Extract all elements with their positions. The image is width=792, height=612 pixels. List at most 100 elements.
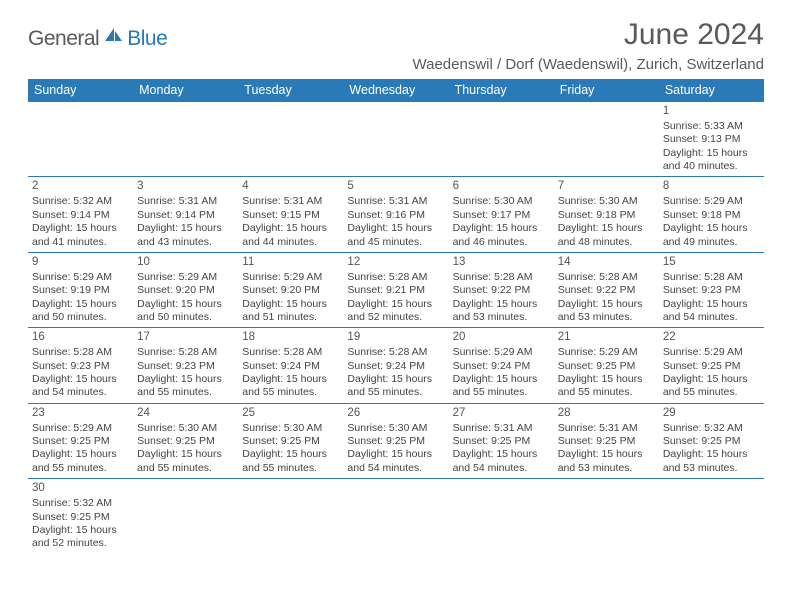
sunset-line: Sunset: 9:24 PM bbox=[453, 360, 550, 373]
calendar-day-cell: 22Sunrise: 5:29 AMSunset: 9:25 PMDayligh… bbox=[659, 328, 764, 403]
calendar-day-cell: 9Sunrise: 5:29 AMSunset: 9:19 PMDaylight… bbox=[28, 252, 133, 327]
day-number: 19 bbox=[347, 330, 444, 345]
calendar-empty-cell bbox=[133, 102, 238, 177]
day-number: 8 bbox=[663, 179, 760, 194]
sunset-line: Sunset: 9:17 PM bbox=[453, 209, 550, 222]
calendar-day-cell: 7Sunrise: 5:30 AMSunset: 9:18 PMDaylight… bbox=[554, 177, 659, 252]
sunrise-line: Sunrise: 5:29 AM bbox=[32, 422, 129, 435]
calendar-day-cell: 23Sunrise: 5:29 AMSunset: 9:25 PMDayligh… bbox=[28, 403, 133, 478]
calendar-day-cell: 14Sunrise: 5:28 AMSunset: 9:22 PMDayligh… bbox=[554, 252, 659, 327]
calendar-day-cell: 10Sunrise: 5:29 AMSunset: 9:20 PMDayligh… bbox=[133, 252, 238, 327]
calendar-day-cell: 16Sunrise: 5:28 AMSunset: 9:23 PMDayligh… bbox=[28, 328, 133, 403]
sunset-line: Sunset: 9:25 PM bbox=[137, 435, 234, 448]
sunrise-line: Sunrise: 5:28 AM bbox=[137, 346, 234, 359]
day-number: 2 bbox=[32, 179, 129, 194]
sunset-line: Sunset: 9:25 PM bbox=[558, 435, 655, 448]
calendar-table: SundayMondayTuesdayWednesdayThursdayFrid… bbox=[28, 79, 764, 554]
daylight-line: Daylight: 15 hours and 48 minutes. bbox=[558, 222, 655, 249]
calendar-empty-cell bbox=[133, 479, 238, 554]
calendar-day-cell: 1Sunrise: 5:33 AMSunset: 9:13 PMDaylight… bbox=[659, 102, 764, 177]
weekday-header: Thursday bbox=[449, 79, 554, 102]
sunrise-line: Sunrise: 5:30 AM bbox=[347, 422, 444, 435]
daylight-line: Daylight: 15 hours and 44 minutes. bbox=[242, 222, 339, 249]
sunrise-line: Sunrise: 5:30 AM bbox=[558, 195, 655, 208]
sunrise-line: Sunrise: 5:30 AM bbox=[242, 422, 339, 435]
sunrise-line: Sunrise: 5:28 AM bbox=[32, 346, 129, 359]
sunrise-line: Sunrise: 5:30 AM bbox=[453, 195, 550, 208]
daylight-line: Daylight: 15 hours and 55 minutes. bbox=[663, 373, 760, 400]
brand-text-blue: Blue bbox=[127, 27, 167, 51]
daylight-line: Daylight: 15 hours and 54 minutes. bbox=[347, 448, 444, 475]
calendar-day-cell: 17Sunrise: 5:28 AMSunset: 9:23 PMDayligh… bbox=[133, 328, 238, 403]
daylight-line: Daylight: 15 hours and 52 minutes. bbox=[347, 298, 444, 325]
calendar-day-cell: 29Sunrise: 5:32 AMSunset: 9:25 PMDayligh… bbox=[659, 403, 764, 478]
sunset-line: Sunset: 9:14 PM bbox=[137, 209, 234, 222]
daylight-line: Daylight: 15 hours and 55 minutes. bbox=[137, 373, 234, 400]
calendar-empty-cell bbox=[449, 102, 554, 177]
sunrise-line: Sunrise: 5:29 AM bbox=[558, 346, 655, 359]
sunset-line: Sunset: 9:25 PM bbox=[347, 435, 444, 448]
daylight-line: Daylight: 15 hours and 53 minutes. bbox=[663, 448, 760, 475]
day-number: 24 bbox=[137, 406, 234, 421]
day-number: 16 bbox=[32, 330, 129, 345]
sunrise-line: Sunrise: 5:30 AM bbox=[137, 422, 234, 435]
calendar-day-cell: 24Sunrise: 5:30 AMSunset: 9:25 PMDayligh… bbox=[133, 403, 238, 478]
brand-text-general: General bbox=[28, 27, 99, 51]
location-subtitle: Waedenswil / Dorf (Waedenswil), Zurich, … bbox=[413, 56, 765, 73]
calendar-day-cell: 15Sunrise: 5:28 AMSunset: 9:23 PMDayligh… bbox=[659, 252, 764, 327]
calendar-empty-cell bbox=[554, 479, 659, 554]
sunrise-line: Sunrise: 5:31 AM bbox=[453, 422, 550, 435]
calendar-day-cell: 30Sunrise: 5:32 AMSunset: 9:25 PMDayligh… bbox=[28, 479, 133, 554]
day-number: 30 bbox=[32, 481, 129, 496]
sunset-line: Sunset: 9:21 PM bbox=[347, 284, 444, 297]
sunset-line: Sunset: 9:23 PM bbox=[137, 360, 234, 373]
sunset-line: Sunset: 9:15 PM bbox=[242, 209, 339, 222]
sunset-line: Sunset: 9:24 PM bbox=[347, 360, 444, 373]
calendar-day-cell: 25Sunrise: 5:30 AMSunset: 9:25 PMDayligh… bbox=[238, 403, 343, 478]
weekday-header: Tuesday bbox=[238, 79, 343, 102]
day-number: 21 bbox=[558, 330, 655, 345]
day-number: 11 bbox=[242, 255, 339, 270]
calendar-day-cell: 27Sunrise: 5:31 AMSunset: 9:25 PMDayligh… bbox=[449, 403, 554, 478]
sunrise-line: Sunrise: 5:28 AM bbox=[663, 271, 760, 284]
daylight-line: Daylight: 15 hours and 51 minutes. bbox=[242, 298, 339, 325]
daylight-line: Daylight: 15 hours and 50 minutes. bbox=[32, 298, 129, 325]
sunset-line: Sunset: 9:14 PM bbox=[32, 209, 129, 222]
day-number: 28 bbox=[558, 406, 655, 421]
sunset-line: Sunset: 9:25 PM bbox=[32, 511, 129, 524]
day-number: 22 bbox=[663, 330, 760, 345]
day-number: 17 bbox=[137, 330, 234, 345]
daylight-line: Daylight: 15 hours and 55 minutes. bbox=[453, 373, 550, 400]
calendar-day-cell: 13Sunrise: 5:28 AMSunset: 9:22 PMDayligh… bbox=[449, 252, 554, 327]
daylight-line: Daylight: 15 hours and 50 minutes. bbox=[137, 298, 234, 325]
calendar-empty-cell bbox=[238, 479, 343, 554]
day-number: 26 bbox=[347, 406, 444, 421]
daylight-line: Daylight: 15 hours and 54 minutes. bbox=[663, 298, 760, 325]
day-number: 23 bbox=[32, 406, 129, 421]
sunset-line: Sunset: 9:18 PM bbox=[663, 209, 760, 222]
weekday-header: Wednesday bbox=[343, 79, 448, 102]
sunrise-line: Sunrise: 5:32 AM bbox=[32, 497, 129, 510]
calendar-day-cell: 26Sunrise: 5:30 AMSunset: 9:25 PMDayligh… bbox=[343, 403, 448, 478]
daylight-line: Daylight: 15 hours and 46 minutes. bbox=[453, 222, 550, 249]
sunset-line: Sunset: 9:25 PM bbox=[663, 360, 760, 373]
sunset-line: Sunset: 9:25 PM bbox=[453, 435, 550, 448]
sunrise-line: Sunrise: 5:28 AM bbox=[453, 271, 550, 284]
calendar-day-cell: 5Sunrise: 5:31 AMSunset: 9:16 PMDaylight… bbox=[343, 177, 448, 252]
sunrise-line: Sunrise: 5:28 AM bbox=[347, 346, 444, 359]
day-number: 1 bbox=[663, 104, 760, 119]
daylight-line: Daylight: 15 hours and 40 minutes. bbox=[663, 147, 760, 174]
sunset-line: Sunset: 9:25 PM bbox=[242, 435, 339, 448]
sunrise-line: Sunrise: 5:28 AM bbox=[347, 271, 444, 284]
calendar-day-cell: 12Sunrise: 5:28 AMSunset: 9:21 PMDayligh… bbox=[343, 252, 448, 327]
calendar-day-cell: 19Sunrise: 5:28 AMSunset: 9:24 PMDayligh… bbox=[343, 328, 448, 403]
day-number: 10 bbox=[137, 255, 234, 270]
sunset-line: Sunset: 9:20 PM bbox=[242, 284, 339, 297]
calendar-day-cell: 2Sunrise: 5:32 AMSunset: 9:14 PMDaylight… bbox=[28, 177, 133, 252]
calendar-empty-cell bbox=[28, 102, 133, 177]
daylight-line: Daylight: 15 hours and 45 minutes. bbox=[347, 222, 444, 249]
calendar-day-cell: 3Sunrise: 5:31 AMSunset: 9:14 PMDaylight… bbox=[133, 177, 238, 252]
sunset-line: Sunset: 9:13 PM bbox=[663, 133, 760, 146]
calendar-day-cell: 8Sunrise: 5:29 AMSunset: 9:18 PMDaylight… bbox=[659, 177, 764, 252]
daylight-line: Daylight: 15 hours and 49 minutes. bbox=[663, 222, 760, 249]
